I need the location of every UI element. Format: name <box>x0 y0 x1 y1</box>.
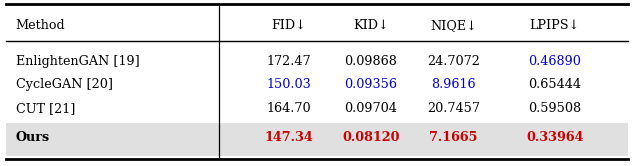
Text: Method: Method <box>16 19 65 32</box>
Text: 7.1665: 7.1665 <box>429 131 477 144</box>
Text: Ours: Ours <box>16 131 50 144</box>
Text: 0.08120: 0.08120 <box>342 131 399 144</box>
Text: CycleGAN [20]: CycleGAN [20] <box>16 78 113 91</box>
Text: KID↓: KID↓ <box>353 19 389 32</box>
Text: 0.59508: 0.59508 <box>528 102 581 115</box>
Text: 172.47: 172.47 <box>266 55 311 68</box>
Bar <box>6 123 628 156</box>
Text: 8.9616: 8.9616 <box>431 78 476 91</box>
Text: 0.65444: 0.65444 <box>528 78 581 91</box>
Text: 164.70: 164.70 <box>266 102 311 115</box>
Text: 147.34: 147.34 <box>264 131 313 144</box>
Text: 0.09356: 0.09356 <box>344 78 398 91</box>
Text: NIQE↓: NIQE↓ <box>430 19 477 32</box>
Text: 0.09704: 0.09704 <box>344 102 398 115</box>
Text: 0.09868: 0.09868 <box>344 55 398 68</box>
Text: FID↓: FID↓ <box>271 19 306 32</box>
Text: LPIPS↓: LPIPS↓ <box>529 19 580 32</box>
Text: 0.46890: 0.46890 <box>528 55 581 68</box>
Text: 20.7457: 20.7457 <box>427 102 480 115</box>
Text: 150.03: 150.03 <box>266 78 311 91</box>
Text: 0.33964: 0.33964 <box>526 131 583 144</box>
Text: CUT [21]: CUT [21] <box>16 102 75 115</box>
Text: 24.7072: 24.7072 <box>427 55 480 68</box>
Text: EnlightenGAN [19]: EnlightenGAN [19] <box>16 55 139 68</box>
